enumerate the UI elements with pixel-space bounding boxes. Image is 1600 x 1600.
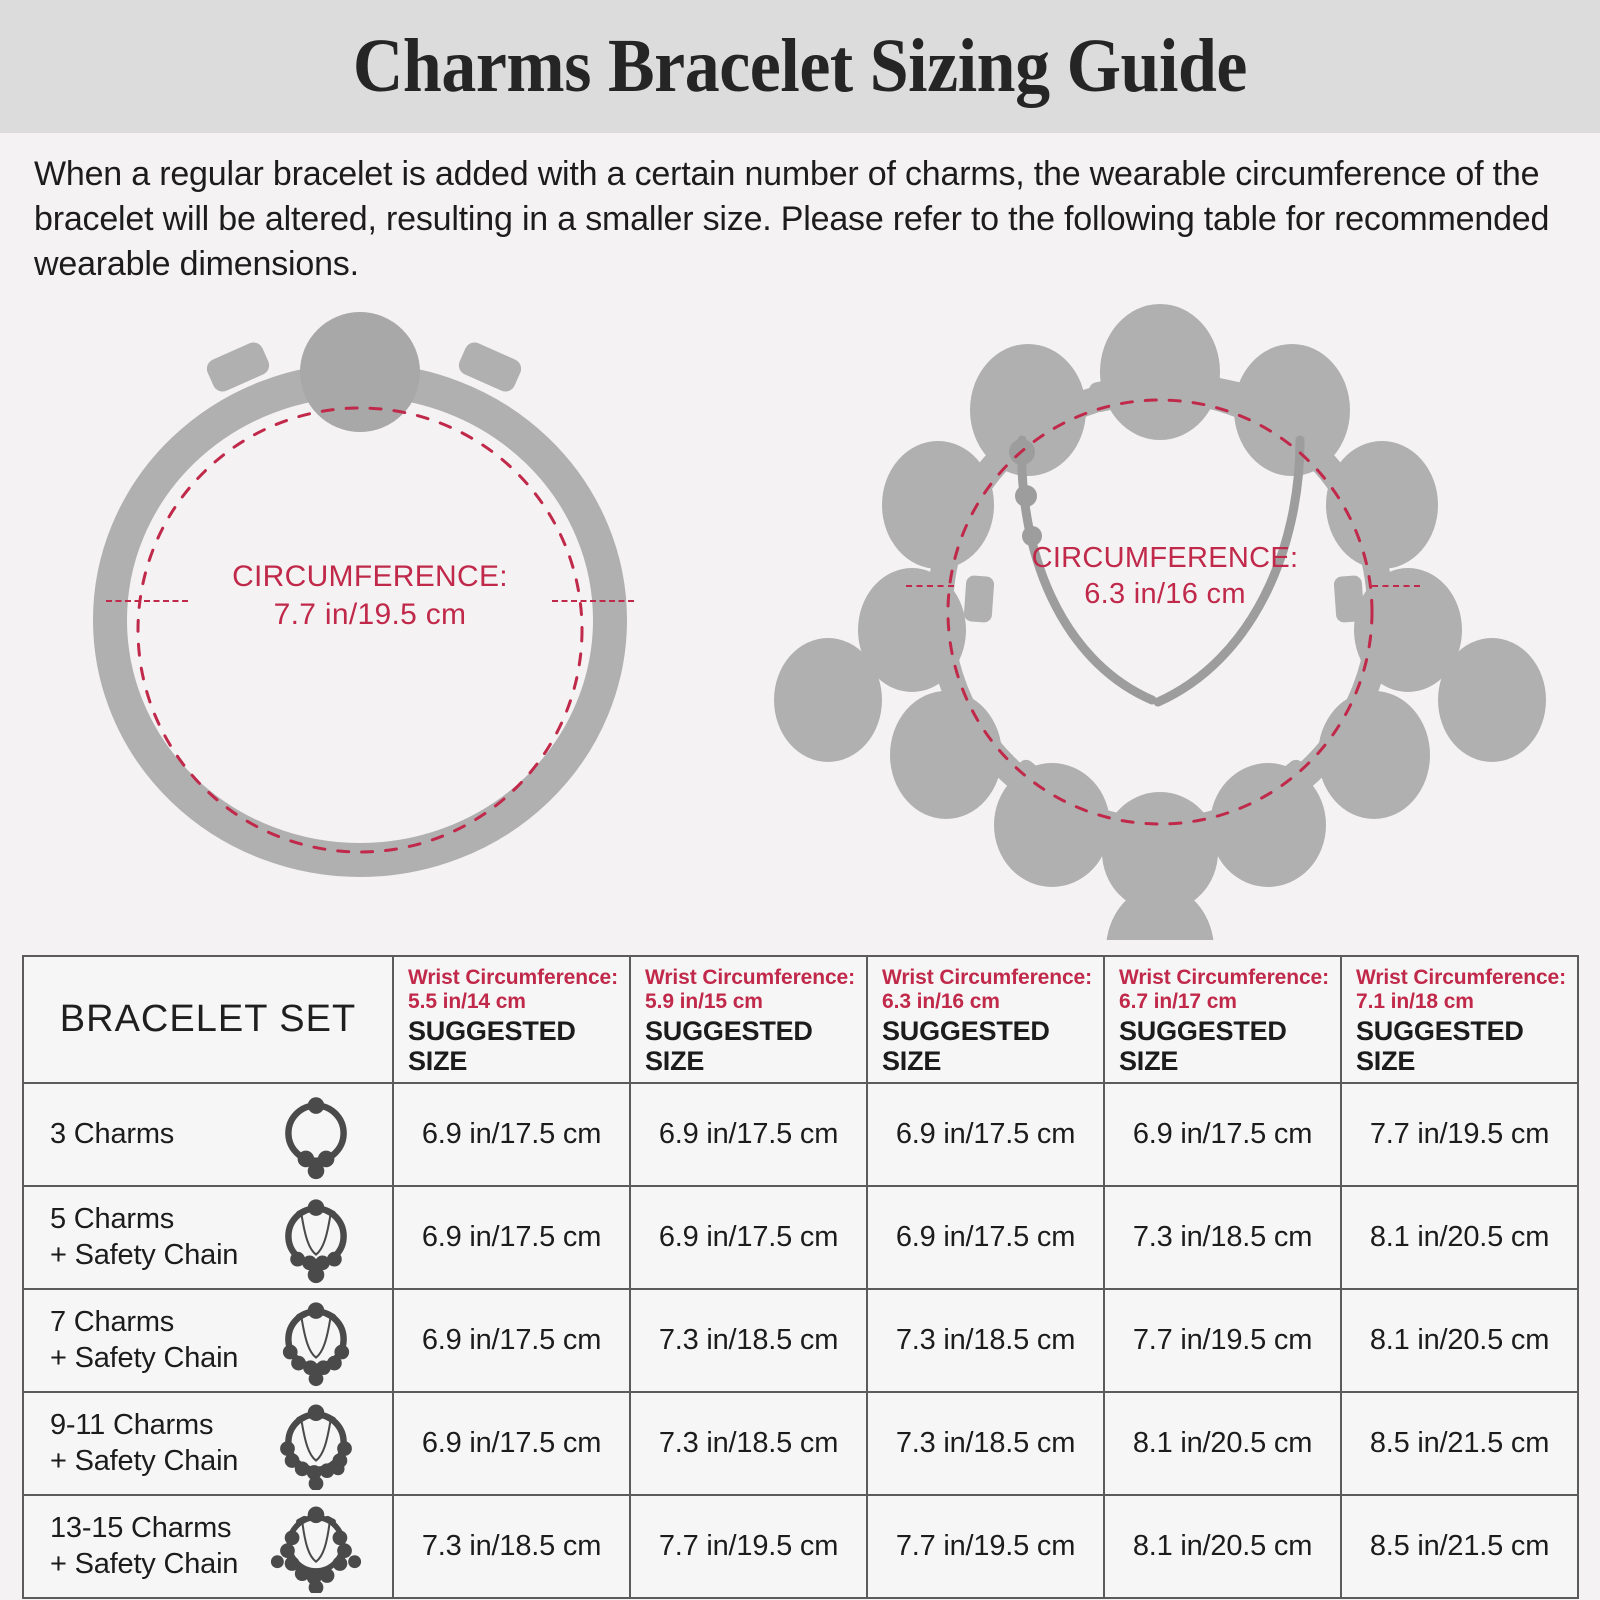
dimension-label-line2: 7.7 in/19.5 cm bbox=[273, 597, 467, 631]
size-cell: 6.9 in/17.5 cm bbox=[392, 1082, 631, 1188]
bracelet-9-11-charms-icon bbox=[270, 1398, 362, 1490]
charms-bracelet-dimension-label: CIRCUMFERENCE: 6.3 in/16 cm bbox=[945, 540, 1385, 613]
set-label: 9-11 Charms + Safety Chain bbox=[50, 1409, 239, 1477]
size-cell: 7.7 in/19.5 cm bbox=[1340, 1082, 1579, 1188]
size-cell: 6.9 in/17.5 cm bbox=[866, 1082, 1105, 1188]
size-cell: 6.9 in/17.5 cm bbox=[629, 1082, 868, 1188]
size-cell: 7.7 in/19.5 cm bbox=[629, 1494, 868, 1600]
size-cell: 7.3 in/18.5 cm bbox=[629, 1391, 868, 1497]
wrist-line2: 7.1 in/18 cm bbox=[1356, 989, 1474, 1013]
plain-bracelet-illustration bbox=[93, 312, 627, 877]
header-bracelet-set: BRACELET SET bbox=[22, 954, 394, 1085]
size-cell: 7.7 in/19.5 cm bbox=[866, 1494, 1105, 1600]
size-cell: 7.3 in/18.5 cm bbox=[866, 1288, 1105, 1394]
bracelet-5-charms-icon bbox=[270, 1192, 362, 1284]
set-label: 13-15 Charms + Safety Chain bbox=[50, 1512, 239, 1580]
set-label: 7 Charms + Safety Chain bbox=[50, 1306, 239, 1374]
wrist-line2: 6.7 in/17 cm bbox=[1119, 989, 1237, 1013]
wrist-circumference-label: Wrist Circumference: 5.5 in/14 cm bbox=[408, 966, 619, 1014]
row-set-cell: 7 Charms + Safety Chain bbox=[22, 1288, 394, 1394]
header-wrist-col-3: Wrist Circumference: 6.3 in/16 cm SUGGES… bbox=[866, 954, 1105, 1085]
table-header-row: BRACELET SET Wrist Circumference: 5.5 in… bbox=[22, 954, 1579, 1085]
table-row: 7 Charms + Safety Chain bbox=[22, 1288, 1579, 1394]
size-cell: 6.9 in/17.5 cm bbox=[392, 1391, 631, 1497]
dim-tick-left bbox=[106, 600, 188, 602]
table-row: 3 Charms bbox=[22, 1082, 1579, 1188]
row-set-cell: 13-15 Charms + Safety Chain bbox=[22, 1494, 394, 1600]
table-row: 5 Charms + Safety Chain bbox=[22, 1185, 1579, 1291]
size-cell: 7.7 in/19.5 cm bbox=[1103, 1288, 1342, 1394]
suggested-size-label: SUGGESTED SIZE bbox=[1356, 1015, 1524, 1076]
set-label: 3 Charms bbox=[50, 1118, 175, 1151]
wrist-line1: Wrist Circumference: bbox=[882, 966, 1093, 989]
wrist-line1: Wrist Circumference: bbox=[645, 966, 856, 989]
size-cell: 8.1 in/20.5 cm bbox=[1340, 1185, 1579, 1291]
bracelet-7-charms-icon bbox=[270, 1295, 362, 1387]
dim-tick-right bbox=[1372, 585, 1420, 587]
header-wrist-col-5: Wrist Circumference: 7.1 in/18 cm SUGGES… bbox=[1340, 954, 1579, 1085]
wrist-circumference-label: Wrist Circumference: 5.9 in/15 cm bbox=[645, 966, 856, 1014]
row-set-cell: 9-11 Charms + Safety Chain bbox=[22, 1391, 394, 1497]
size-cell: 8.1 in/20.5 cm bbox=[1103, 1391, 1342, 1497]
charms-bracelet-illustration bbox=[774, 304, 1546, 940]
sizing-table: BRACELET SET Wrist Circumference: 5.5 in… bbox=[22, 954, 1579, 1600]
diagram-area: CIRCUMFERENCE: 7.7 in/19.5 cm bbox=[0, 300, 1600, 940]
header-wrist-col-2: Wrist Circumference: 5.9 in/15 cm SUGGES… bbox=[629, 954, 868, 1085]
suggested-size-label: SUGGESTED SIZE bbox=[645, 1015, 813, 1076]
page-title: Charms Bracelet Sizing Guide bbox=[352, 24, 1248, 108]
size-cell: 7.3 in/18.5 cm bbox=[392, 1494, 631, 1600]
table-row: 13-15 Charms + Safety Chain bbox=[22, 1494, 1579, 1600]
dimension-label-line2: 6.3 in/16 cm bbox=[1084, 578, 1246, 611]
size-cell: 8.5 in/21.5 cm bbox=[1340, 1494, 1579, 1600]
title-band: Charms Bracelet Sizing Guide bbox=[0, 0, 1600, 133]
size-cell: 7.3 in/18.5 cm bbox=[866, 1391, 1105, 1497]
circumference-dashed-circle bbox=[946, 398, 1374, 826]
size-cell: 6.9 in/17.5 cm bbox=[629, 1185, 868, 1291]
wrist-line2: 5.9 in/15 cm bbox=[645, 989, 763, 1013]
wrist-line1: Wrist Circumference: bbox=[1356, 966, 1567, 989]
wrist-line1: Wrist Circumference: bbox=[1119, 966, 1330, 989]
size-cell: 8.5 in/21.5 cm bbox=[1340, 1391, 1579, 1497]
suggested-size-label: SUGGESTED SIZE bbox=[882, 1015, 1050, 1076]
dimension-label-line1: CIRCUMFERENCE: bbox=[1031, 542, 1299, 574]
safety-chain bbox=[1017, 435, 1305, 707]
table-row: 9-11 Charms + Safety Chain bbox=[22, 1391, 1579, 1497]
size-cell: 8.1 in/20.5 cm bbox=[1340, 1288, 1579, 1394]
sizing-table-wrapper: BRACELET SET Wrist Circumference: 5.5 in… bbox=[22, 954, 1579, 1600]
size-cell: 6.9 in/17.5 cm bbox=[392, 1185, 631, 1291]
wrist-line2: 6.3 in/16 cm bbox=[882, 989, 1000, 1013]
header-wrist-col-4: Wrist Circumference: 6.7 in/17 cm SUGGES… bbox=[1103, 954, 1342, 1085]
plain-bracelet-dimension-label: CIRCUMFERENCE: 7.7 in/19.5 cm bbox=[150, 558, 590, 633]
size-cell: 7.3 in/18.5 cm bbox=[629, 1288, 868, 1394]
wrist-circumference-label: Wrist Circumference: 6.3 in/16 cm bbox=[882, 966, 1093, 1014]
charms-bracelet-diagram: CIRCUMFERENCE: 6.3 in/16 cm bbox=[760, 300, 1560, 940]
dim-tick-right bbox=[552, 600, 634, 602]
size-cell: 6.9 in/17.5 cm bbox=[866, 1185, 1105, 1291]
intro-paragraph: When a regular bracelet is added with a … bbox=[34, 155, 1550, 283]
set-label: 5 Charms + Safety Chain bbox=[50, 1203, 239, 1271]
plain-bracelet-diagram: CIRCUMFERENCE: 7.7 in/19.5 cm bbox=[60, 300, 680, 940]
bracelet-3-charms-icon bbox=[270, 1089, 362, 1181]
bracelet-13-15-charms-icon bbox=[270, 1501, 362, 1593]
dimension-label-line1: CIRCUMFERENCE: bbox=[232, 560, 508, 593]
wrist-circumference-label: Wrist Circumference: 6.7 in/17 cm bbox=[1119, 966, 1330, 1014]
dim-tick-left bbox=[906, 585, 954, 587]
wrist-line2: 5.5 in/14 cm bbox=[408, 989, 526, 1013]
row-set-cell: 3 Charms bbox=[22, 1082, 394, 1188]
size-cell: 8.1 in/20.5 cm bbox=[1103, 1494, 1342, 1600]
suggested-size-label: SUGGESTED SIZE bbox=[408, 1015, 576, 1076]
row-set-cell: 5 Charms + Safety Chain bbox=[22, 1185, 394, 1291]
size-cell: 6.9 in/17.5 cm bbox=[392, 1288, 631, 1394]
header-wrist-col-1: Wrist Circumference: 5.5 in/14 cm SUGGES… bbox=[392, 954, 631, 1085]
wrist-circumference-label: Wrist Circumference: 7.1 in/18 cm bbox=[1356, 966, 1567, 1014]
suggested-size-label: SUGGESTED SIZE bbox=[1119, 1015, 1287, 1076]
circumference-dashed-circle bbox=[136, 406, 584, 854]
wrist-line1: Wrist Circumference: bbox=[408, 966, 619, 989]
size-cell: 7.3 in/18.5 cm bbox=[1103, 1185, 1342, 1291]
size-cell: 6.9 in/17.5 cm bbox=[1103, 1082, 1342, 1188]
